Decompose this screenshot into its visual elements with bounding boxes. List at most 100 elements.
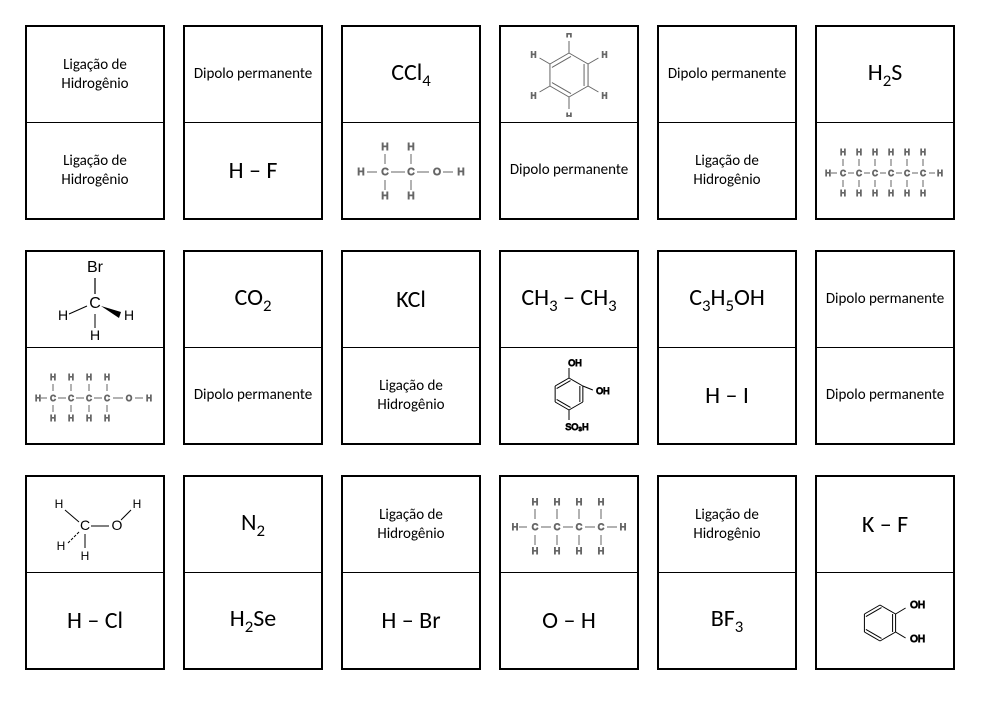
- interaction-label: Ligação de Hidrogênio: [347, 377, 475, 415]
- svg-text:C: C: [86, 394, 92, 403]
- card-top: CH3 – CH3: [501, 252, 637, 348]
- card-bottom: H – Br: [343, 573, 479, 668]
- svg-text:H: H: [598, 546, 605, 556]
- interaction-label: Dipolo permanente: [826, 386, 944, 405]
- svg-text:H: H: [888, 148, 894, 157]
- svg-text:C: C: [872, 169, 878, 178]
- svg-text:H: H: [856, 148, 862, 157]
- svg-text:H: H: [50, 373, 56, 382]
- svg-text:C: C: [856, 169, 862, 178]
- formula-n2: N2: [241, 508, 265, 541]
- svg-text:C: C: [576, 522, 583, 532]
- svg-text:H: H: [50, 414, 56, 423]
- svg-text:H: H: [825, 169, 831, 178]
- svg-text:H: H: [124, 307, 134, 323]
- svg-text:H: H: [598, 497, 605, 507]
- svg-text:Br: Br: [87, 259, 104, 276]
- svg-text:C: C: [920, 169, 926, 178]
- domino-card-r0-c0: Ligação de HidrogênioLigação de Hidrogên…: [25, 25, 165, 220]
- card-top: H2S: [817, 27, 953, 123]
- svg-text:H: H: [554, 497, 561, 507]
- card-bottom: HCHHCHHCHHCHHOH: [27, 348, 163, 443]
- card-bottom: H2Se: [185, 573, 321, 668]
- svg-text:H: H: [920, 189, 926, 198]
- svg-text:H: H: [104, 373, 110, 382]
- domino-card-r0-c3: HHHHHHDipolo permanente: [499, 25, 639, 220]
- svg-text:H: H: [35, 394, 41, 403]
- formula-ccl4: CCl4: [391, 58, 431, 91]
- interaction-label: Dipolo permanente: [826, 290, 944, 309]
- card-top: CHHHOH: [27, 477, 163, 573]
- svg-text:H: H: [457, 167, 464, 178]
- svg-text:H: H: [68, 373, 74, 382]
- formula-bf3: BF3: [711, 604, 744, 637]
- structure-benzene-icon: HHHHHH: [509, 33, 629, 117]
- svg-text:C: C: [840, 169, 846, 178]
- svg-text:H: H: [937, 169, 943, 178]
- formula-c3h5oh: C3H5OH: [689, 283, 765, 316]
- svg-text:C: C: [532, 522, 539, 532]
- card-top: HHHHHH: [501, 27, 637, 123]
- card-bottom: HCHHCHHOH: [343, 123, 479, 218]
- card-bottom: Ligação de Hidrogênio: [27, 123, 163, 218]
- svg-text:O: O: [126, 394, 132, 403]
- svg-text:H: H: [55, 497, 64, 511]
- card-bottom: H – Cl: [27, 573, 163, 668]
- card-bottom: O – H: [501, 573, 637, 668]
- card-top: CO2: [185, 252, 321, 348]
- structure-resorcinol-icon: OHOH: [830, 579, 940, 663]
- formula-hbr: H – Br: [381, 606, 440, 635]
- card-top: KCl: [343, 252, 479, 348]
- svg-text:H: H: [58, 307, 68, 323]
- card-top: Dipolo permanente: [185, 27, 321, 123]
- card-bottom: Ligação de Hidrogênio: [659, 123, 795, 218]
- svg-text:H: H: [856, 189, 862, 198]
- structure-butane-icon: HCHHCHHCHHCHHH: [509, 487, 629, 563]
- svg-text:H: H: [407, 142, 414, 153]
- structure-hexane-icon: HCHHCHHCHHCHHCHHCHHH: [825, 135, 945, 207]
- svg-text:O: O: [433, 167, 441, 178]
- formula-hf: H – F: [229, 156, 278, 185]
- svg-text:H: H: [381, 191, 388, 202]
- structure-sulfonic-icon: OHOHSO₃H: [514, 354, 624, 438]
- formula-co2: CO2: [235, 283, 272, 316]
- card-bottom: OHOH: [817, 573, 953, 668]
- domino-card-r0-c1: Dipolo permanente H – F: [183, 25, 323, 220]
- svg-text:C: C: [888, 169, 894, 178]
- svg-text:OH: OH: [910, 634, 925, 645]
- structure-methanol_wedge-icon: CHHHOH: [39, 484, 151, 566]
- domino-card-r0-c5: H2SHCHHCHHCHHCHHCHHCHHH: [815, 25, 955, 220]
- svg-text:H: H: [86, 373, 92, 382]
- formula-hi: H – I: [705, 381, 749, 410]
- svg-text:C: C: [104, 394, 110, 403]
- formula-hcl: H – Cl: [67, 606, 123, 635]
- svg-text:H: H: [104, 414, 110, 423]
- svg-text:H: H: [602, 91, 608, 100]
- svg-text:H: H: [133, 497, 142, 511]
- svg-text:C: C: [554, 522, 561, 532]
- domino-card-r2-c0: CHHHOHH – Cl: [25, 475, 165, 670]
- interaction-label: Dipolo permanente: [668, 65, 786, 84]
- card-bottom: Dipolo permanente: [185, 348, 321, 443]
- structure-ch3br-icon: BrCHHH: [35, 256, 155, 344]
- svg-text:C: C: [68, 394, 74, 403]
- svg-text:H: H: [532, 546, 539, 556]
- svg-text:H: H: [531, 50, 537, 59]
- card-top: HCHHCHHCHHCHHH: [501, 477, 637, 573]
- svg-text:C: C: [904, 169, 910, 178]
- svg-text:H: H: [86, 414, 92, 423]
- domino-sheet: Ligação de Hidrogênio Ligação de Hidrogên…: [25, 25, 958, 670]
- card-bottom: BF3: [659, 573, 795, 668]
- domino-card-r0-c2: CCl4HCHHCHHOH: [341, 25, 481, 220]
- formula-h2se: H2Se: [230, 604, 276, 637]
- domino-card-r1-c1: CO2 Dipolo permanente: [183, 250, 323, 445]
- svg-text:C: C: [407, 167, 414, 178]
- card-bottom: HCHHCHHCHHCHHCHHCHHH: [817, 123, 953, 218]
- domino-card-r2-c1: N2 H2Se: [183, 475, 323, 670]
- domino-card-r2-c3: HCHHCHHCHHCHHHO – H: [499, 475, 639, 670]
- card-bottom: OHOHSO₃H: [501, 348, 637, 443]
- svg-text:H: H: [512, 522, 519, 532]
- svg-text:H: H: [81, 549, 90, 563]
- svg-text:H: H: [531, 91, 537, 100]
- svg-text:H: H: [146, 394, 152, 403]
